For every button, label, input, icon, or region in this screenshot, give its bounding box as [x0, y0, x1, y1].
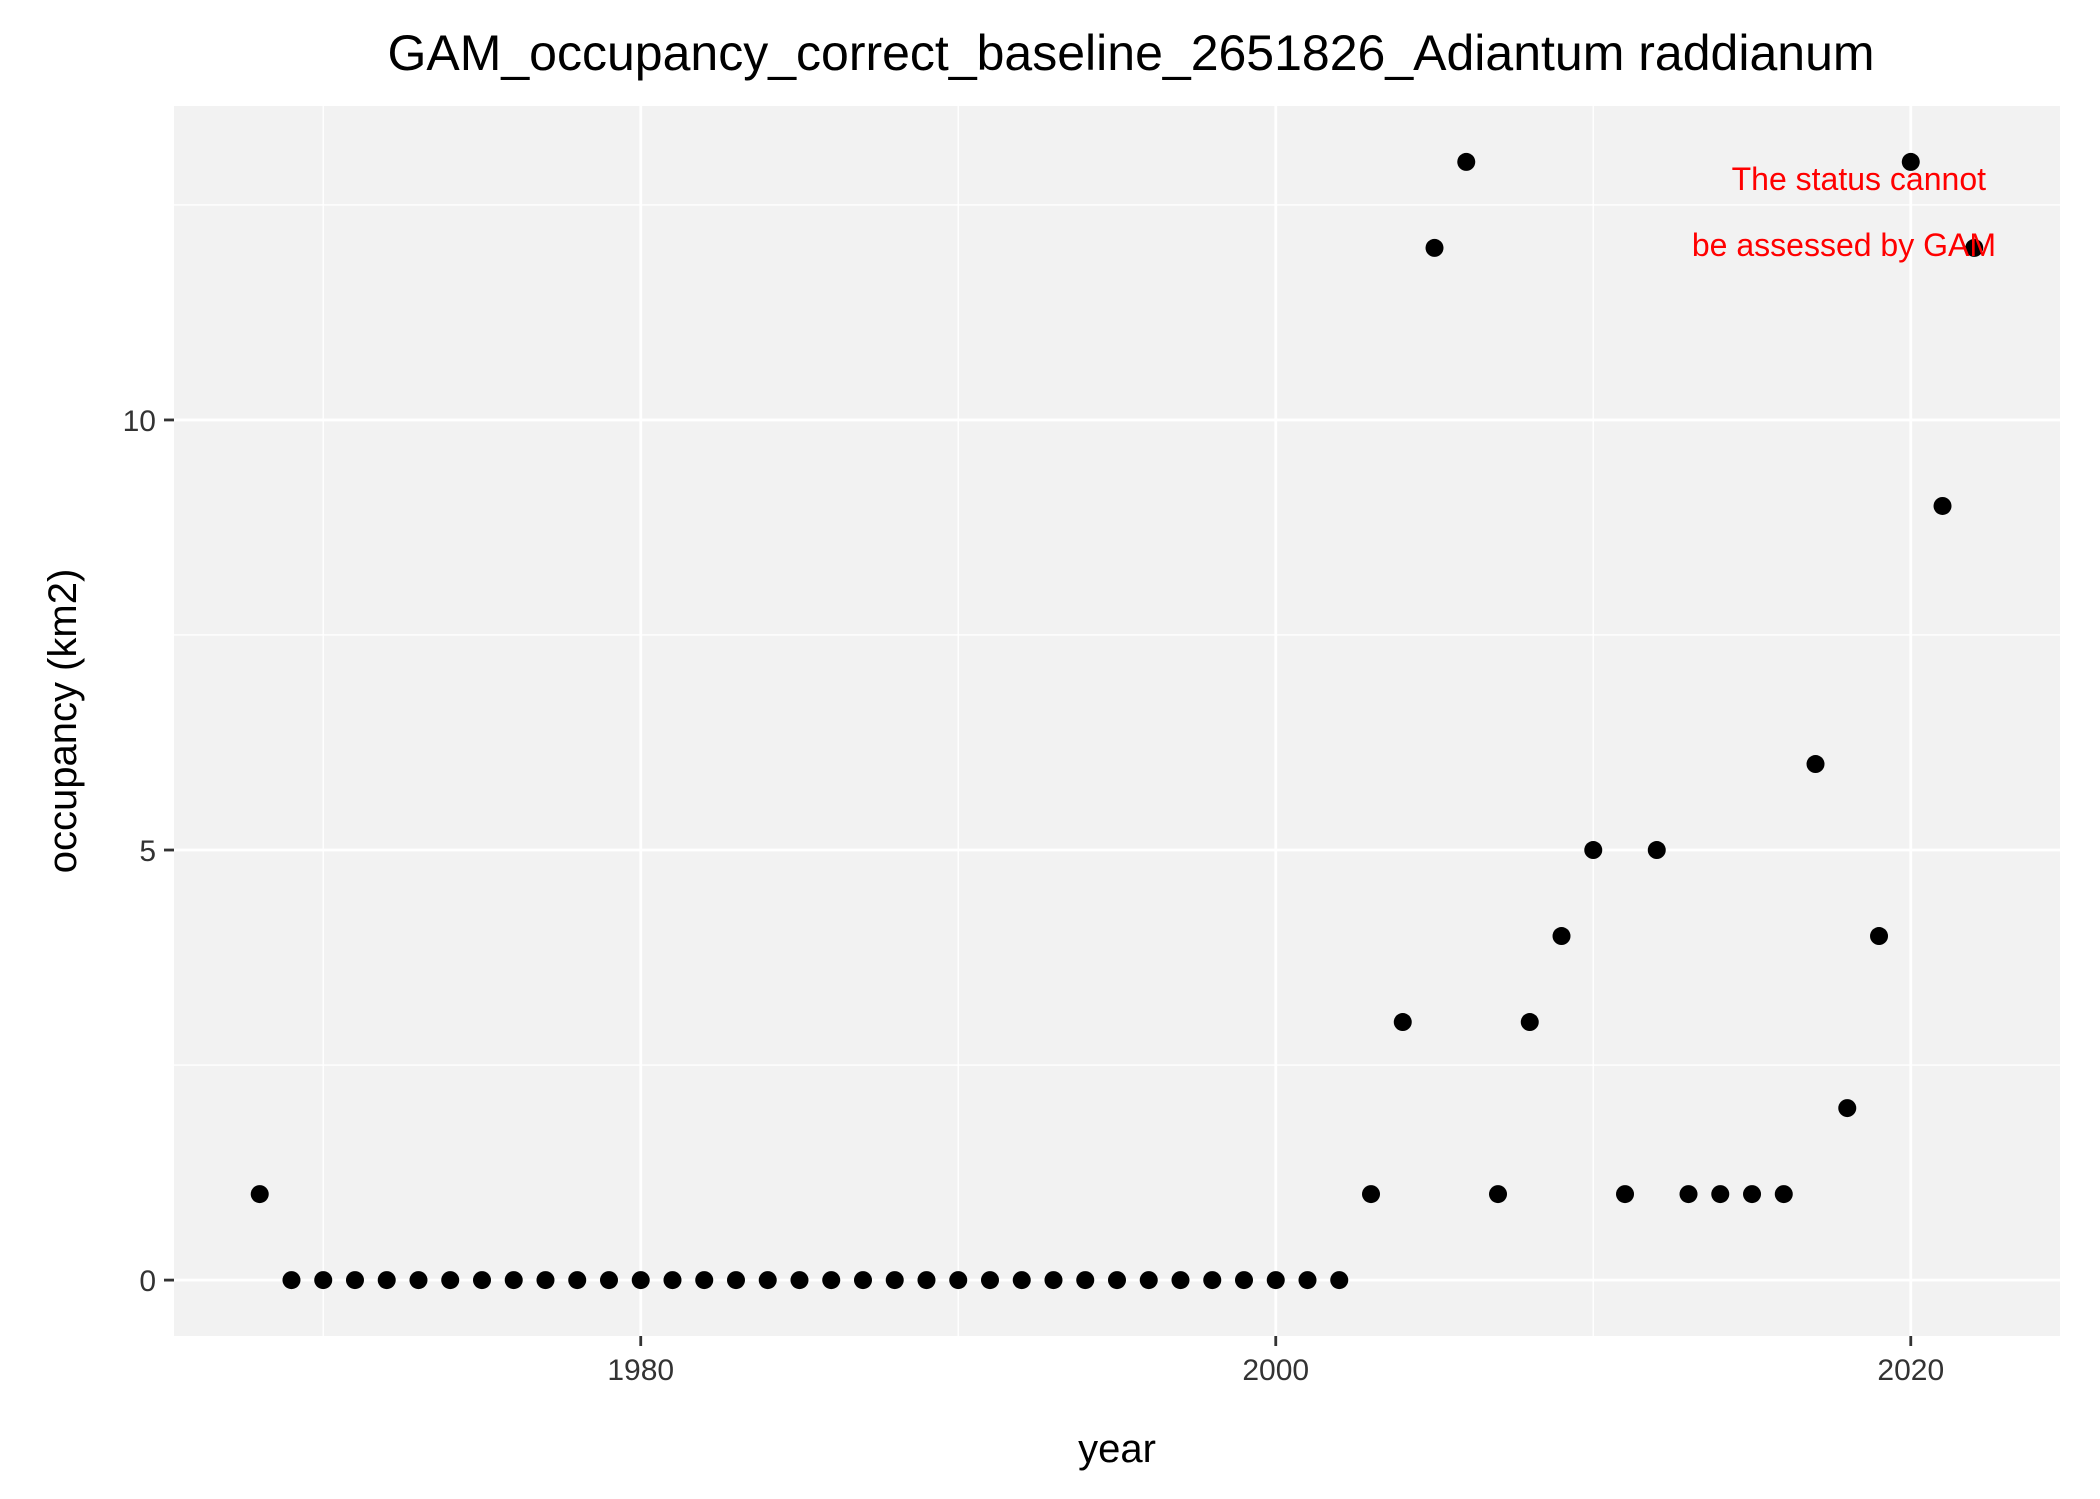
data-point [1552, 927, 1571, 946]
data-point [441, 1271, 460, 1290]
data-point [1520, 1013, 1539, 1032]
x-tick-label: 2020 [1877, 1354, 1944, 1387]
data-point [536, 1271, 555, 1290]
data-point [1362, 1185, 1381, 1204]
data-point [1044, 1271, 1063, 1290]
data-point [1012, 1271, 1031, 1290]
data-point [1298, 1271, 1317, 1290]
data-point [1203, 1271, 1222, 1290]
data-point [949, 1271, 968, 1290]
data-point [504, 1271, 523, 1290]
data-point [853, 1271, 872, 1290]
data-points [250, 152, 1984, 1290]
data-point [282, 1271, 301, 1290]
y-tick-label: 0 [139, 1265, 156, 1298]
plot-panel [174, 106, 2060, 1336]
x-tick-label: 1980 [607, 1354, 674, 1387]
data-point [1774, 1185, 1793, 1204]
y-tick-label: 10 [123, 405, 156, 438]
data-point [663, 1271, 682, 1290]
data-point [1679, 1185, 1698, 1204]
data-point [1139, 1271, 1158, 1290]
data-point [1806, 755, 1825, 774]
data-point [1108, 1271, 1126, 1290]
y-axis-title: occupancy (km2) [41, 569, 85, 874]
data-point [822, 1271, 841, 1290]
data-point [631, 1271, 650, 1290]
data-point [1743, 1185, 1762, 1204]
data-point [599, 1271, 618, 1290]
data-point [695, 1271, 714, 1290]
data-point [250, 1185, 269, 1204]
data-point [1901, 152, 1920, 171]
data-point [409, 1271, 428, 1290]
data-point [314, 1271, 333, 1290]
data-point [1870, 927, 1889, 946]
data-point [726, 1271, 745, 1290]
major-gridlines [174, 106, 2060, 1336]
data-point [1616, 1185, 1635, 1204]
data-point [1711, 1185, 1730, 1204]
data-point [1425, 238, 1444, 257]
x-axis-title: year [1078, 1427, 1156, 1471]
data-point [1965, 238, 1984, 257]
data-point [1330, 1271, 1349, 1290]
data-point [472, 1271, 491, 1290]
axis-ticks [164, 418, 1913, 1346]
data-point [1933, 496, 1952, 515]
data-point [1393, 1013, 1412, 1032]
status-annotation-line-2: be assessed by GAM [1692, 227, 1996, 263]
data-point [1457, 152, 1476, 171]
x-tick-label: 2000 [1242, 1354, 1309, 1387]
data-point [917, 1271, 936, 1290]
data-point [1171, 1271, 1190, 1290]
y-tick-label: 5 [139, 835, 156, 868]
data-point [1266, 1271, 1285, 1290]
data-point [1647, 841, 1666, 860]
data-point [1076, 1271, 1095, 1290]
data-point [345, 1271, 364, 1290]
data-point [885, 1271, 904, 1290]
data-point [758, 1271, 777, 1290]
minor-gridlines [174, 106, 2060, 1336]
y-axis-tick-labels: 0 5 10 [123, 405, 156, 1298]
data-point [568, 1271, 587, 1290]
data-point [1838, 1099, 1857, 1118]
data-point [790, 1271, 809, 1290]
data-point [980, 1271, 999, 1290]
data-point [377, 1271, 396, 1290]
data-point [1489, 1185, 1508, 1204]
data-point [1235, 1271, 1254, 1290]
status-annotation-line-1: The status cannot [1732, 161, 1986, 197]
chart-title: GAM_occupancy_correct_baseline_2651826_A… [387, 25, 1874, 81]
data-point [1584, 841, 1603, 860]
x-axis-tick-labels: 1980 2000 2020 [607, 1354, 1944, 1387]
